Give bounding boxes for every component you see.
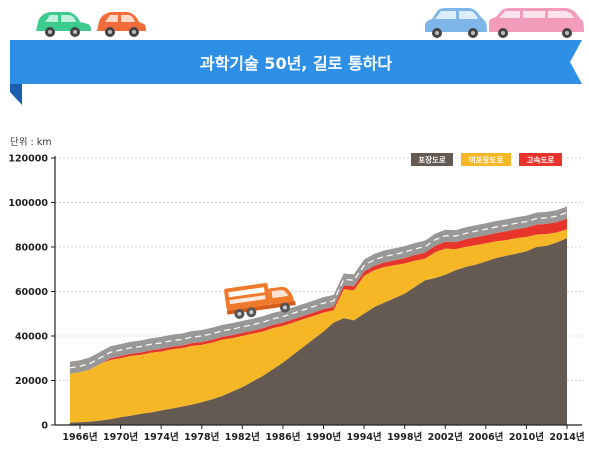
stacked-areas <box>69 218 568 425</box>
x-tick-label: 2014년 <box>549 431 584 443</box>
series-area-paved <box>69 238 568 425</box>
series-area-unpaved <box>69 229 568 423</box>
legend-label: 고속도로 <box>527 155 555 165</box>
y-tick-label: 20000 <box>15 376 48 387</box>
y-tick-label: 0 <box>41 421 48 432</box>
legend-item: 미포장도로 <box>461 153 511 166</box>
car-orange-icon <box>97 12 146 37</box>
x-tick-label: 1998년 <box>387 431 422 443</box>
x-tick-label: 1974년 <box>144 431 179 443</box>
x-tick-label: 1966년 <box>62 431 97 443</box>
legend-swatch <box>519 153 562 166</box>
truck-icon <box>224 282 296 319</box>
x-tick-label: 2002년 <box>428 431 463 443</box>
y-tick-label: 60000 <box>15 287 48 298</box>
x-tick-label: 1990년 <box>306 431 341 443</box>
legend: 포장도로 미포장도로 고속도로 <box>411 153 562 166</box>
road-band <box>69 206 568 374</box>
legend-item: 포장도로 <box>411 153 453 166</box>
y-tick-label: 120000 <box>8 154 48 165</box>
car-pink-icon <box>489 8 584 38</box>
y-tick-labels: 0 20000 40000 60000 80000 100000 120000 <box>8 154 55 432</box>
x-tick-label: 2010년 <box>509 431 544 443</box>
x-tick-labels: 1966년 1970년 1974년 1978년 1982년 1986년 1990년 1994년… <box>62 425 585 443</box>
banner-ribbon <box>10 40 582 84</box>
road-center-line <box>69 211 568 369</box>
y-tick-label: 80000 <box>15 243 48 254</box>
unit-label: 단위 : km <box>10 136 51 148</box>
x-tick-label: 1978년 <box>184 431 219 443</box>
page-title: 과학기술 50년, 길로 통하다 <box>200 54 393 73</box>
legend-label: 미포장도로 <box>469 155 504 165</box>
legend-swatch <box>461 153 511 166</box>
title-banner: 과학기술 50년, 길로 통하다 <box>10 40 582 105</box>
legend-swatch <box>411 153 453 166</box>
legend-item: 고속도로 <box>519 153 562 166</box>
legend-label: 포장도로 <box>418 155 446 165</box>
car-blue-icon <box>425 8 487 38</box>
y-tick-label: 40000 <box>15 332 48 343</box>
x-tick-label: 2006년 <box>468 431 503 443</box>
series-area-expressway <box>69 218 568 374</box>
x-tick-label: 1986년 <box>265 431 300 443</box>
x-tick-label: 1994년 <box>346 431 381 443</box>
x-tick-label: 1982년 <box>225 431 260 443</box>
y-tick-label: 100000 <box>8 198 48 209</box>
x-tick-label: 1970년 <box>103 431 138 443</box>
road-surface <box>69 206 568 374</box>
car-green-icon <box>36 12 91 37</box>
